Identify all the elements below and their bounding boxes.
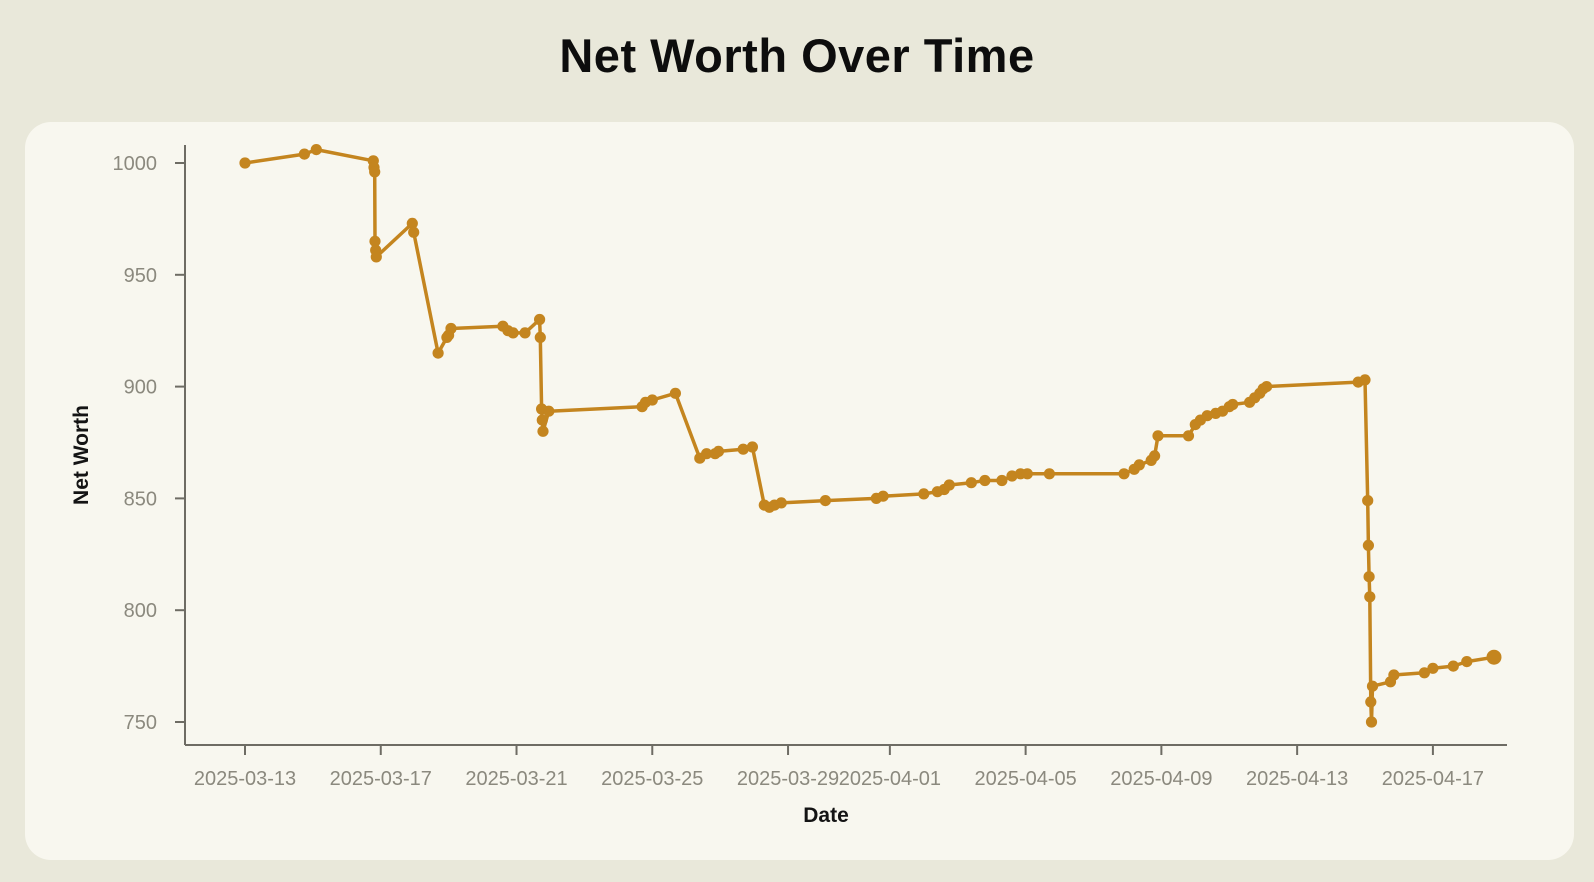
data-point <box>1182 430 1195 442</box>
data-point <box>746 441 759 453</box>
data-point <box>775 497 787 509</box>
data-point <box>432 347 444 359</box>
data-point <box>1365 716 1378 728</box>
data-point <box>1152 430 1164 442</box>
data-point <box>1359 374 1371 386</box>
data-point <box>1366 680 1379 692</box>
y-tick-label: 800 <box>124 600 157 622</box>
data-point <box>918 488 930 500</box>
data-point <box>507 327 519 339</box>
x-tick-label: 2025-03-29 <box>737 768 839 790</box>
x-tick-label: 2025-03-21 <box>465 768 567 790</box>
data-point <box>996 474 1008 487</box>
data-point <box>1461 656 1473 668</box>
data-point <box>1388 669 1400 681</box>
data-point <box>1447 660 1459 672</box>
data-point <box>519 327 531 339</box>
data-point <box>979 474 991 487</box>
data-point <box>1021 468 1033 480</box>
x-tick-label: 2025-03-17 <box>330 768 432 790</box>
data-point <box>1365 696 1377 708</box>
data-point <box>406 217 418 229</box>
data-point <box>712 445 725 457</box>
x-tick-label: 2025-04-09 <box>1110 768 1212 790</box>
data-point <box>1418 667 1430 679</box>
data-point <box>536 414 548 426</box>
x-tick-label: 2025-04-05 <box>974 768 1076 790</box>
data-point <box>669 387 682 399</box>
data-point <box>819 495 832 507</box>
data-point <box>408 226 420 238</box>
data-point <box>1133 459 1145 471</box>
data-point <box>1149 450 1161 462</box>
net-worth-line-chart: 1000 950 900 850 800 750 2025-03-13 2025-03-17 2… <box>113 144 1507 790</box>
data-point <box>537 425 549 437</box>
chart-title: Net Worth Over Time <box>559 29 1035 82</box>
x-tick-label: 2025-03-25 <box>601 768 703 790</box>
data-point <box>1118 468 1130 480</box>
data-point <box>646 394 658 406</box>
data-point <box>1363 571 1375 583</box>
data-point <box>1427 662 1439 674</box>
data-point <box>737 443 749 455</box>
data-point <box>534 331 546 343</box>
data-point <box>1006 470 1018 482</box>
data-point <box>1043 468 1055 480</box>
data-point <box>369 235 381 247</box>
data-point <box>369 166 381 178</box>
chart-card: 1000 950 900 850 800 750 2025-03-13 2025-03-17 2… <box>25 122 1574 860</box>
data-point <box>943 479 955 491</box>
y-axis-title: Net Worth <box>70 405 93 505</box>
net-worth-line <box>243 147 1496 724</box>
y-tick-label: 900 <box>124 377 157 399</box>
data-point <box>534 313 546 326</box>
data-point <box>965 477 977 489</box>
y-tick-label: 850 <box>124 488 157 510</box>
data-point <box>1261 381 1273 393</box>
x-tick-label: 2025-03-13 <box>194 768 296 790</box>
y-tick-label: 1000 <box>113 153 158 175</box>
data-point <box>310 144 322 156</box>
data-point <box>877 490 889 502</box>
x-tick-label: 2025-04-17 <box>1382 768 1484 790</box>
x-tick-label: 2025-04-01 <box>839 768 941 790</box>
y-tick-label: 950 <box>124 265 157 287</box>
data-point <box>1362 495 1374 507</box>
y-tick-label: 750 <box>124 712 157 734</box>
data-point <box>370 251 382 263</box>
data-point <box>543 405 555 417</box>
data-point <box>1364 591 1376 603</box>
data-point <box>701 448 713 460</box>
data-point <box>1201 410 1213 422</box>
data-point <box>1362 539 1374 551</box>
data-point <box>239 157 251 169</box>
data-point <box>1486 649 1502 665</box>
data-point <box>298 148 310 160</box>
x-axis-title: Date <box>803 804 849 827</box>
x-tick-label: 2025-04-13 <box>1246 768 1348 790</box>
data-point <box>445 322 457 335</box>
data-point <box>1227 398 1239 411</box>
